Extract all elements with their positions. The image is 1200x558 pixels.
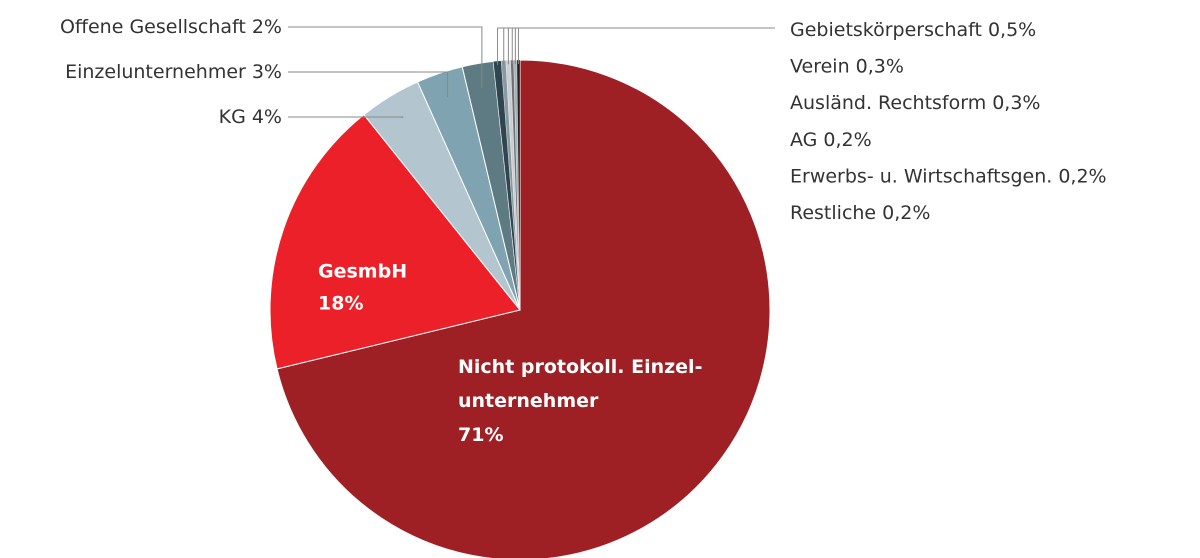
value-label: 0,5% [988,19,1036,41]
slice-label: KG 4% [219,106,282,128]
pie-slice [276,59,771,558]
slice-label: Verein 0,3% [790,55,904,77]
pie-slice [269,114,521,370]
value-label: 4% [252,106,282,128]
leader-line [288,116,404,118]
slice-label: Erwerbs- u. Wirtschaftsgen. 0,2% [790,165,1107,187]
value-label: 71% [458,424,504,446]
category-name: KG [219,106,246,128]
value-label: 0,3% [856,55,904,77]
value-label: 0,3% [992,92,1040,114]
category-name: Verein [790,55,850,77]
slice-label: Offene Gesellschaft 2% [60,16,282,38]
value-label: 2% [252,16,282,38]
value-label: 0,2% [823,128,871,150]
category-name: AG [790,128,817,150]
category-name: Nicht protokoll. Einzel-unternehmer [458,356,703,412]
category-name: Erwerbs- u. Wirtschaftsgen. [790,165,1052,187]
category-name: GesmbH [318,261,407,283]
leader-line [288,26,483,89]
label-box: Nicht protokoll. Einzel-unternehmer 71% [458,350,758,452]
label-block: Nicht protokoll. Einzel-unternehmer 71% [458,350,758,452]
category-name: Restliche [790,202,876,224]
category-name: Gebietskörperschaft [790,19,982,41]
value-label: 0,2% [1058,165,1106,187]
slice-label: Gebietskörperschaft 0,5% [790,19,1036,41]
leader-line [288,71,449,97]
category-name: Ausländ. Rechtsform [790,92,986,114]
value-label: 3% [252,61,282,83]
slice-label: AG 0,2% [790,128,872,150]
slice-label: Ausländ. Rechtsform 0,3% [790,92,1041,114]
slice-label: Einzelunternehmer 3% [65,61,282,83]
value-label: 18% [318,293,363,315]
category-name: Einzelunternehmer [65,61,246,83]
slice-label: Restliche 0,2% [790,202,930,224]
value-label: 0,2% [882,202,930,224]
category-name: Offene Gesellschaft [60,16,246,38]
